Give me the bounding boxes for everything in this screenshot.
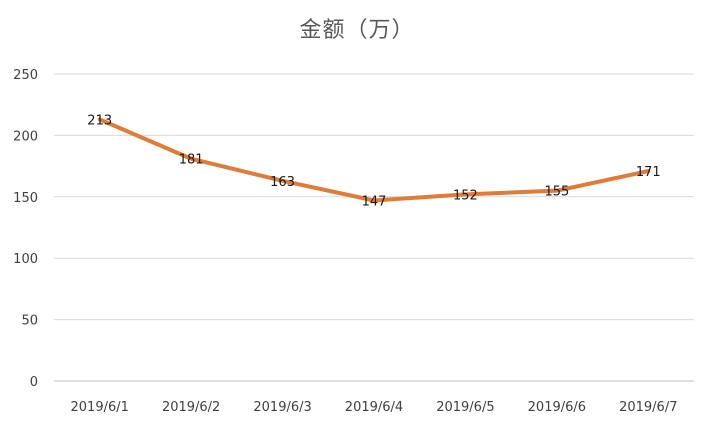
data-label: 147 bbox=[362, 194, 387, 209]
data-label: 171 bbox=[636, 165, 661, 180]
x-tick-label: 2019/6/4 bbox=[345, 400, 403, 415]
data-label: 213 bbox=[87, 113, 112, 128]
x-tick-label: 2019/6/2 bbox=[162, 400, 220, 415]
y-tick-label: 0 bbox=[30, 375, 38, 390]
data-label: 163 bbox=[270, 175, 295, 190]
series-lines bbox=[97, 117, 651, 203]
y-tick-label: 250 bbox=[13, 68, 38, 83]
y-tick-label: 50 bbox=[21, 314, 38, 329]
data-label: 152 bbox=[453, 188, 478, 203]
x-tick-label: 2019/6/1 bbox=[71, 400, 129, 415]
x-axis-tick-labels: 2019/6/1 2019/6/2 2019/6/3 2019/6/4 2019/6/5… bbox=[71, 400, 678, 415]
y-axis-tick-labels: 0 50 100 150 200 250 bbox=[13, 68, 38, 390]
x-tick-label: 2019/6/3 bbox=[253, 400, 311, 415]
data-label: 181 bbox=[179, 153, 204, 168]
x-tick-label: 2019/6/6 bbox=[528, 400, 586, 415]
x-tick-label: 2019/6/7 bbox=[619, 400, 677, 415]
y-tick-label: 100 bbox=[13, 252, 38, 267]
x-tick-label: 2019/6/5 bbox=[436, 400, 494, 415]
chart-title: 金额（万） bbox=[299, 18, 415, 43]
data-labels: 213 181 163 147 152 155 171 bbox=[87, 113, 660, 209]
gridlines bbox=[54, 73, 694, 382]
y-tick-label: 200 bbox=[13, 129, 38, 144]
data-label: 155 bbox=[544, 185, 569, 200]
series-line bbox=[97, 117, 651, 203]
y-tick-label: 150 bbox=[13, 191, 38, 206]
